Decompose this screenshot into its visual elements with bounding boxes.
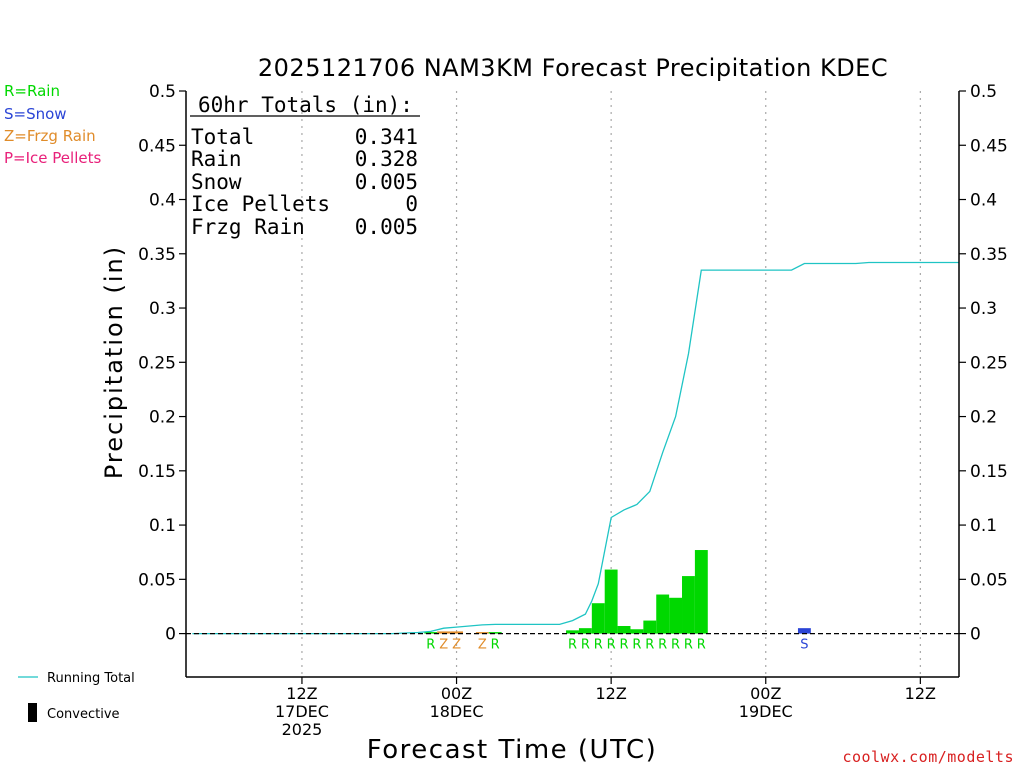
- totals-value-total: 0.341: [355, 125, 418, 149]
- precip-type-label-6: R: [581, 638, 590, 653]
- precip-bar-16: [797, 628, 811, 634]
- precip-type-label-1: Z: [439, 638, 448, 653]
- y-tick-label-left-3: 0.35: [138, 245, 176, 265]
- y-tick-label-left-10: 0: [165, 625, 176, 645]
- precip-type-label-10: R: [632, 638, 641, 653]
- precip-bar-3: [475, 632, 489, 634]
- totals-label-rain: Rain: [191, 147, 242, 171]
- y-tick-label-right-1: 0.45: [970, 136, 1008, 156]
- x-tick-label-3-1: 19DEC: [739, 702, 793, 721]
- y-tick-label-right-0: 0.5: [970, 82, 997, 102]
- precip-type-legend: R=Rain S=Snow Z=Frzg Rain P=Ice Pellets: [4, 82, 101, 167]
- legend-convective-swatch: [28, 703, 37, 722]
- axes-layer: 0.5 0.5 0.45 0.45 0.4 0.4 0.35 0.35 0.3 0.3 0.25 0.…: [138, 82, 1008, 739]
- credit-text: coolwx.com/modelts: [842, 748, 1014, 766]
- precip-type-label-5: R: [568, 638, 577, 653]
- precip-type-label-4: R: [491, 638, 500, 653]
- y-tick-label-left-6: 0.2: [149, 408, 176, 428]
- precip-bar-6: [578, 628, 592, 634]
- running-total-layer: [192, 261, 959, 635]
- precip-bar-1: [437, 631, 451, 634]
- precip-type-label-14: R: [684, 638, 693, 653]
- totals-value-rain: 0.328: [355, 147, 418, 171]
- y-tick-label-left-0: 0.5: [149, 82, 176, 102]
- y-tick-label-right-6: 0.2: [970, 408, 997, 428]
- totals-label-snow: Snow: [191, 170, 242, 194]
- y-tick-label-left-5: 0.25: [138, 353, 176, 373]
- precip-type-label-16: S: [800, 638, 808, 653]
- y-tick-label-right-8: 0.1: [970, 516, 997, 536]
- legend-ice-pellets: P=Ice Pellets: [4, 149, 101, 167]
- precip-bar-13: [669, 597, 683, 634]
- x-tick-label-1-1: 18DEC: [430, 702, 484, 721]
- precip-bar-11: [643, 620, 657, 634]
- y-tick-label-left-1: 0.45: [138, 136, 176, 156]
- precip-bar-5: [566, 630, 579, 634]
- bars-layer: [424, 550, 811, 634]
- chart-title: 2025121706 NAM3KM Forecast Precipitation…: [258, 54, 888, 82]
- x-tick-label-0-0: 12Z: [286, 684, 317, 703]
- series-legend: Running Total Convective: [18, 671, 135, 722]
- totals-label-frzg-rain: Frzg Rain: [191, 215, 305, 239]
- precip-bar-12: [656, 594, 670, 634]
- x-tick-label-4-0: 12Z: [905, 684, 936, 703]
- y-tick-label-right-4: 0.3: [970, 299, 997, 319]
- precip-type-label-2: Z: [452, 638, 461, 653]
- precip-type-label-12: R: [658, 638, 667, 653]
- precip-type-label-15: R: [697, 638, 706, 653]
- totals-label-ice-pellets: Ice Pellets: [191, 192, 330, 216]
- precip-type-label-7: R: [594, 638, 603, 653]
- running-total-line: [192, 261, 959, 635]
- precip-type-label-3: Z: [478, 638, 487, 653]
- totals-value-snow: 0.005: [355, 170, 418, 194]
- totals-value-ice-pellets: 0: [405, 192, 418, 216]
- precip-bar-15: [694, 550, 708, 634]
- legend-running-total: Running Total: [47, 671, 135, 686]
- totals-title: 60hr Totals (in):: [198, 93, 413, 117]
- y-tick-label-right-2: 0.4: [970, 191, 997, 211]
- precip-bar-10: [630, 629, 644, 634]
- y-tick-label-right-9: 0.05: [970, 570, 1008, 590]
- totals-label-total: Total: [191, 125, 254, 149]
- precip-bar-14: [682, 576, 695, 634]
- precip-bar-4: [488, 632, 502, 634]
- precip-bar-8: [604, 569, 618, 634]
- y-axis-label: Precipitation (in): [100, 245, 128, 479]
- y-tick-label-right-5: 0.25: [970, 353, 1008, 373]
- precip-type-label-8: R: [607, 638, 616, 653]
- y-tick-label-left-8: 0.1: [149, 516, 176, 536]
- y-tick-label-left-7: 0.15: [138, 462, 176, 482]
- precip-type-label-13: R: [671, 638, 680, 653]
- precip-type-label-11: R: [645, 638, 654, 653]
- y-tick-label-left-9: 0.05: [138, 570, 176, 590]
- precip-type-label-0: R: [426, 638, 435, 653]
- x-tick-label-3-0: 00Z: [750, 684, 781, 703]
- legend-rain: R=Rain: [4, 82, 60, 100]
- x-tick-label-0-1: 17DEC: [275, 702, 329, 721]
- y-tick-label-left-2: 0.4: [149, 191, 176, 211]
- y-tick-label-right-3: 0.35: [970, 245, 1008, 265]
- legend-snow: S=Snow: [4, 105, 67, 123]
- legend-frzg-rain: Z=Frzg Rain: [4, 127, 96, 145]
- x-tick-label-0-2: 2025: [282, 720, 323, 739]
- precip-bar-2: [450, 631, 463, 634]
- totals-box: 60hr Totals (in): Total 0.341 Rain 0.328…: [190, 93, 420, 239]
- x-axis-label: Forecast Time (UTC): [367, 735, 658, 765]
- totals-value-frzg-rain: 0.005: [355, 215, 418, 239]
- x-tick-label-1-0: 00Z: [441, 684, 472, 703]
- x-tick-label-2-0: 12Z: [595, 684, 626, 703]
- y-tick-label-right-10: 0: [970, 625, 981, 645]
- legend-convective: Convective: [47, 707, 120, 722]
- precip-bar-0: [424, 632, 438, 634]
- precip-bar-7: [591, 603, 605, 634]
- precip-type-label-9: R: [620, 638, 629, 653]
- y-tick-label-left-4: 0.3: [149, 299, 176, 319]
- precip-bar-9: [617, 625, 631, 634]
- y-tick-label-right-7: 0.15: [970, 462, 1008, 482]
